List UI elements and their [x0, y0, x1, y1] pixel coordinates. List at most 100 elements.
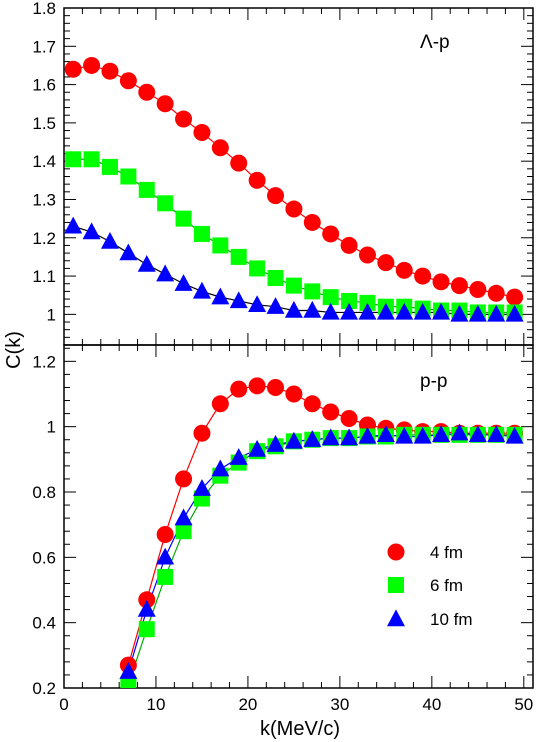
data-point — [285, 200, 303, 218]
y-tick-label: 1.2 — [32, 229, 56, 248]
data-point — [101, 62, 119, 80]
data-point — [450, 423, 469, 441]
y-tick-label: 1 — [47, 305, 56, 324]
data-point — [506, 288, 524, 306]
data-point — [432, 302, 451, 320]
data-point — [376, 302, 395, 320]
data-point — [505, 426, 524, 444]
data-point — [138, 83, 156, 101]
data-point — [341, 292, 358, 309]
data-point — [248, 377, 266, 395]
data-point — [137, 254, 156, 272]
data-point — [468, 425, 487, 443]
data-point — [157, 568, 174, 585]
data-point — [156, 525, 174, 543]
x-tick-label: 20 — [238, 695, 257, 714]
x-tick-label: 40 — [422, 695, 441, 714]
y-tick-label: 1.5 — [32, 114, 56, 133]
data-point — [119, 662, 138, 679]
data-point — [156, 264, 175, 282]
data-point — [175, 110, 193, 128]
data-point — [248, 295, 267, 312]
y-tick-label: 1 — [47, 418, 56, 437]
data-point — [266, 297, 285, 314]
data-point — [64, 60, 82, 78]
data-point — [395, 426, 414, 444]
panel-label: Λ-p — [420, 32, 450, 53]
y-tick-label: 1.6 — [32, 76, 56, 95]
x-tick-label: 10 — [146, 695, 165, 714]
data-point — [248, 171, 266, 189]
data-point — [230, 380, 248, 398]
data-point — [267, 378, 285, 396]
data-point — [229, 291, 248, 309]
data-point — [229, 448, 248, 465]
data-point — [322, 289, 339, 306]
data-point — [432, 273, 450, 291]
x-axis-title: k(MeV/c) — [260, 718, 340, 740]
data-point — [303, 300, 322, 318]
data-point — [322, 225, 340, 243]
data-point — [193, 123, 211, 141]
data-point — [303, 395, 321, 413]
data-point — [487, 304, 506, 322]
data-point — [468, 304, 487, 322]
data-point — [83, 151, 100, 168]
data-point — [321, 302, 340, 320]
data-point — [212, 237, 229, 254]
data-point — [156, 547, 175, 565]
data-point — [211, 287, 230, 305]
data-point — [119, 243, 138, 261]
data-point — [487, 425, 506, 443]
data-point — [414, 267, 432, 285]
data-point — [340, 236, 358, 254]
series-line — [73, 64, 515, 298]
y-tick-label: 1.1 — [32, 267, 56, 286]
data-point — [469, 280, 487, 298]
plot-frame — [63, 344, 534, 689]
data-point — [249, 260, 266, 277]
data-point — [266, 435, 285, 452]
data-point — [175, 210, 192, 227]
y-axis-title: C(k) — [3, 331, 25, 369]
data-point — [101, 158, 118, 175]
data-point — [304, 283, 321, 300]
data-point — [211, 459, 230, 477]
data-point — [193, 225, 210, 242]
data-point — [230, 248, 247, 265]
data-point — [284, 431, 303, 449]
data-point — [505, 304, 524, 322]
data-point — [211, 139, 229, 157]
legend-marker — [387, 543, 405, 561]
data-point — [303, 430, 322, 447]
legend-marker — [387, 609, 405, 627]
data-point — [192, 479, 211, 496]
data-point — [395, 302, 414, 320]
data-point — [193, 424, 211, 442]
y-tick-label: 0.8 — [32, 483, 56, 502]
legend-label: 4 fm — [430, 543, 463, 562]
y-tick-label: 1.2 — [32, 352, 56, 371]
data-point — [83, 56, 101, 74]
data-point — [376, 425, 395, 443]
data-point — [175, 470, 193, 488]
y-tick-label: 1.7 — [32, 37, 56, 56]
data-point — [137, 600, 156, 617]
data-point — [156, 95, 174, 113]
data-point — [284, 300, 303, 318]
data-point — [64, 216, 83, 234]
x-tick-label: 30 — [330, 695, 349, 714]
data-point — [395, 261, 413, 279]
data-point — [65, 151, 82, 168]
data-point — [340, 428, 359, 446]
data-point — [358, 302, 377, 320]
data-point — [321, 428, 340, 446]
series-line — [127, 432, 515, 672]
data-point — [450, 304, 469, 322]
x-tick-label: 0 — [59, 695, 68, 714]
data-point — [285, 385, 303, 403]
data-point — [100, 232, 119, 249]
data-point — [487, 284, 505, 302]
data-point — [322, 403, 340, 421]
